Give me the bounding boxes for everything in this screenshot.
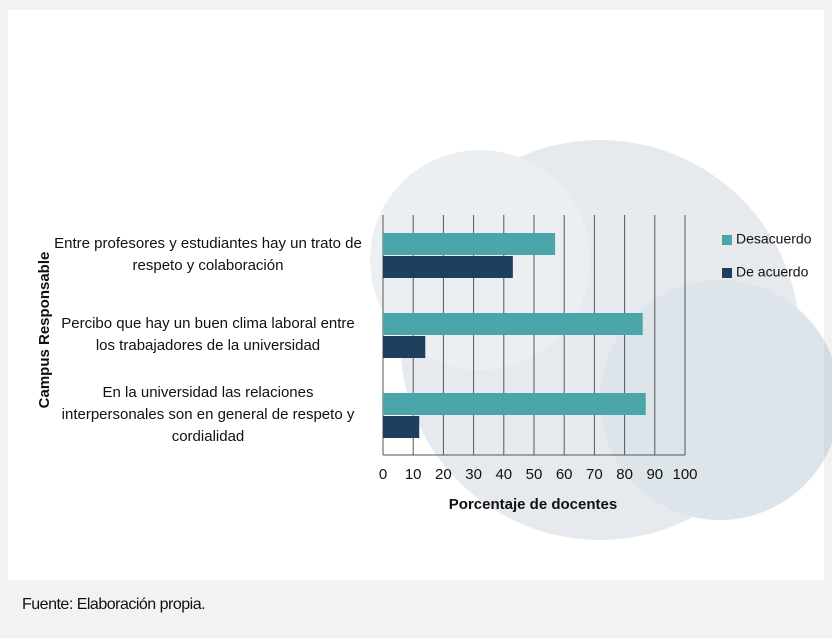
x-tick-label: 0 <box>379 466 387 483</box>
x-tick-label: 80 <box>616 466 633 483</box>
x-tick-label: 90 <box>646 466 663 483</box>
bar <box>383 393 646 415</box>
x-tick-label: 30 <box>465 466 482 483</box>
bar <box>383 313 643 335</box>
x-tick-label: 40 <box>495 466 512 483</box>
y-tick-label: Percibo que hay un buen clima laboral en… <box>61 315 355 354</box>
chart-background <box>8 10 824 580</box>
bar <box>383 256 513 278</box>
bar <box>383 336 426 358</box>
x-tick-label: 60 <box>556 466 573 483</box>
source-note: Fuente: Elaboración propia. <box>22 596 206 613</box>
x-tick-label: 10 <box>405 466 422 483</box>
x-axis-title: Porcentaje de docentes <box>449 496 617 513</box>
x-tick-label: 50 <box>526 466 543 483</box>
legend-label: Desacuerdo <box>736 231 812 247</box>
y-axis-title: Campus Responsable <box>36 252 53 409</box>
x-tick-label: 20 <box>435 466 452 483</box>
bar <box>383 233 556 255</box>
y-tick-label: En la universidad las relaciones interpe… <box>61 384 355 445</box>
legend-swatch <box>722 268 732 278</box>
legend-label: De acuerdo <box>736 264 809 280</box>
y-tick-label: Entre profesores y estudiantes hay un tr… <box>54 235 362 274</box>
x-tick-label: 100 <box>672 466 697 483</box>
legend-swatch <box>722 235 732 245</box>
bar <box>383 416 420 438</box>
x-tick-label: 70 <box>586 466 603 483</box>
